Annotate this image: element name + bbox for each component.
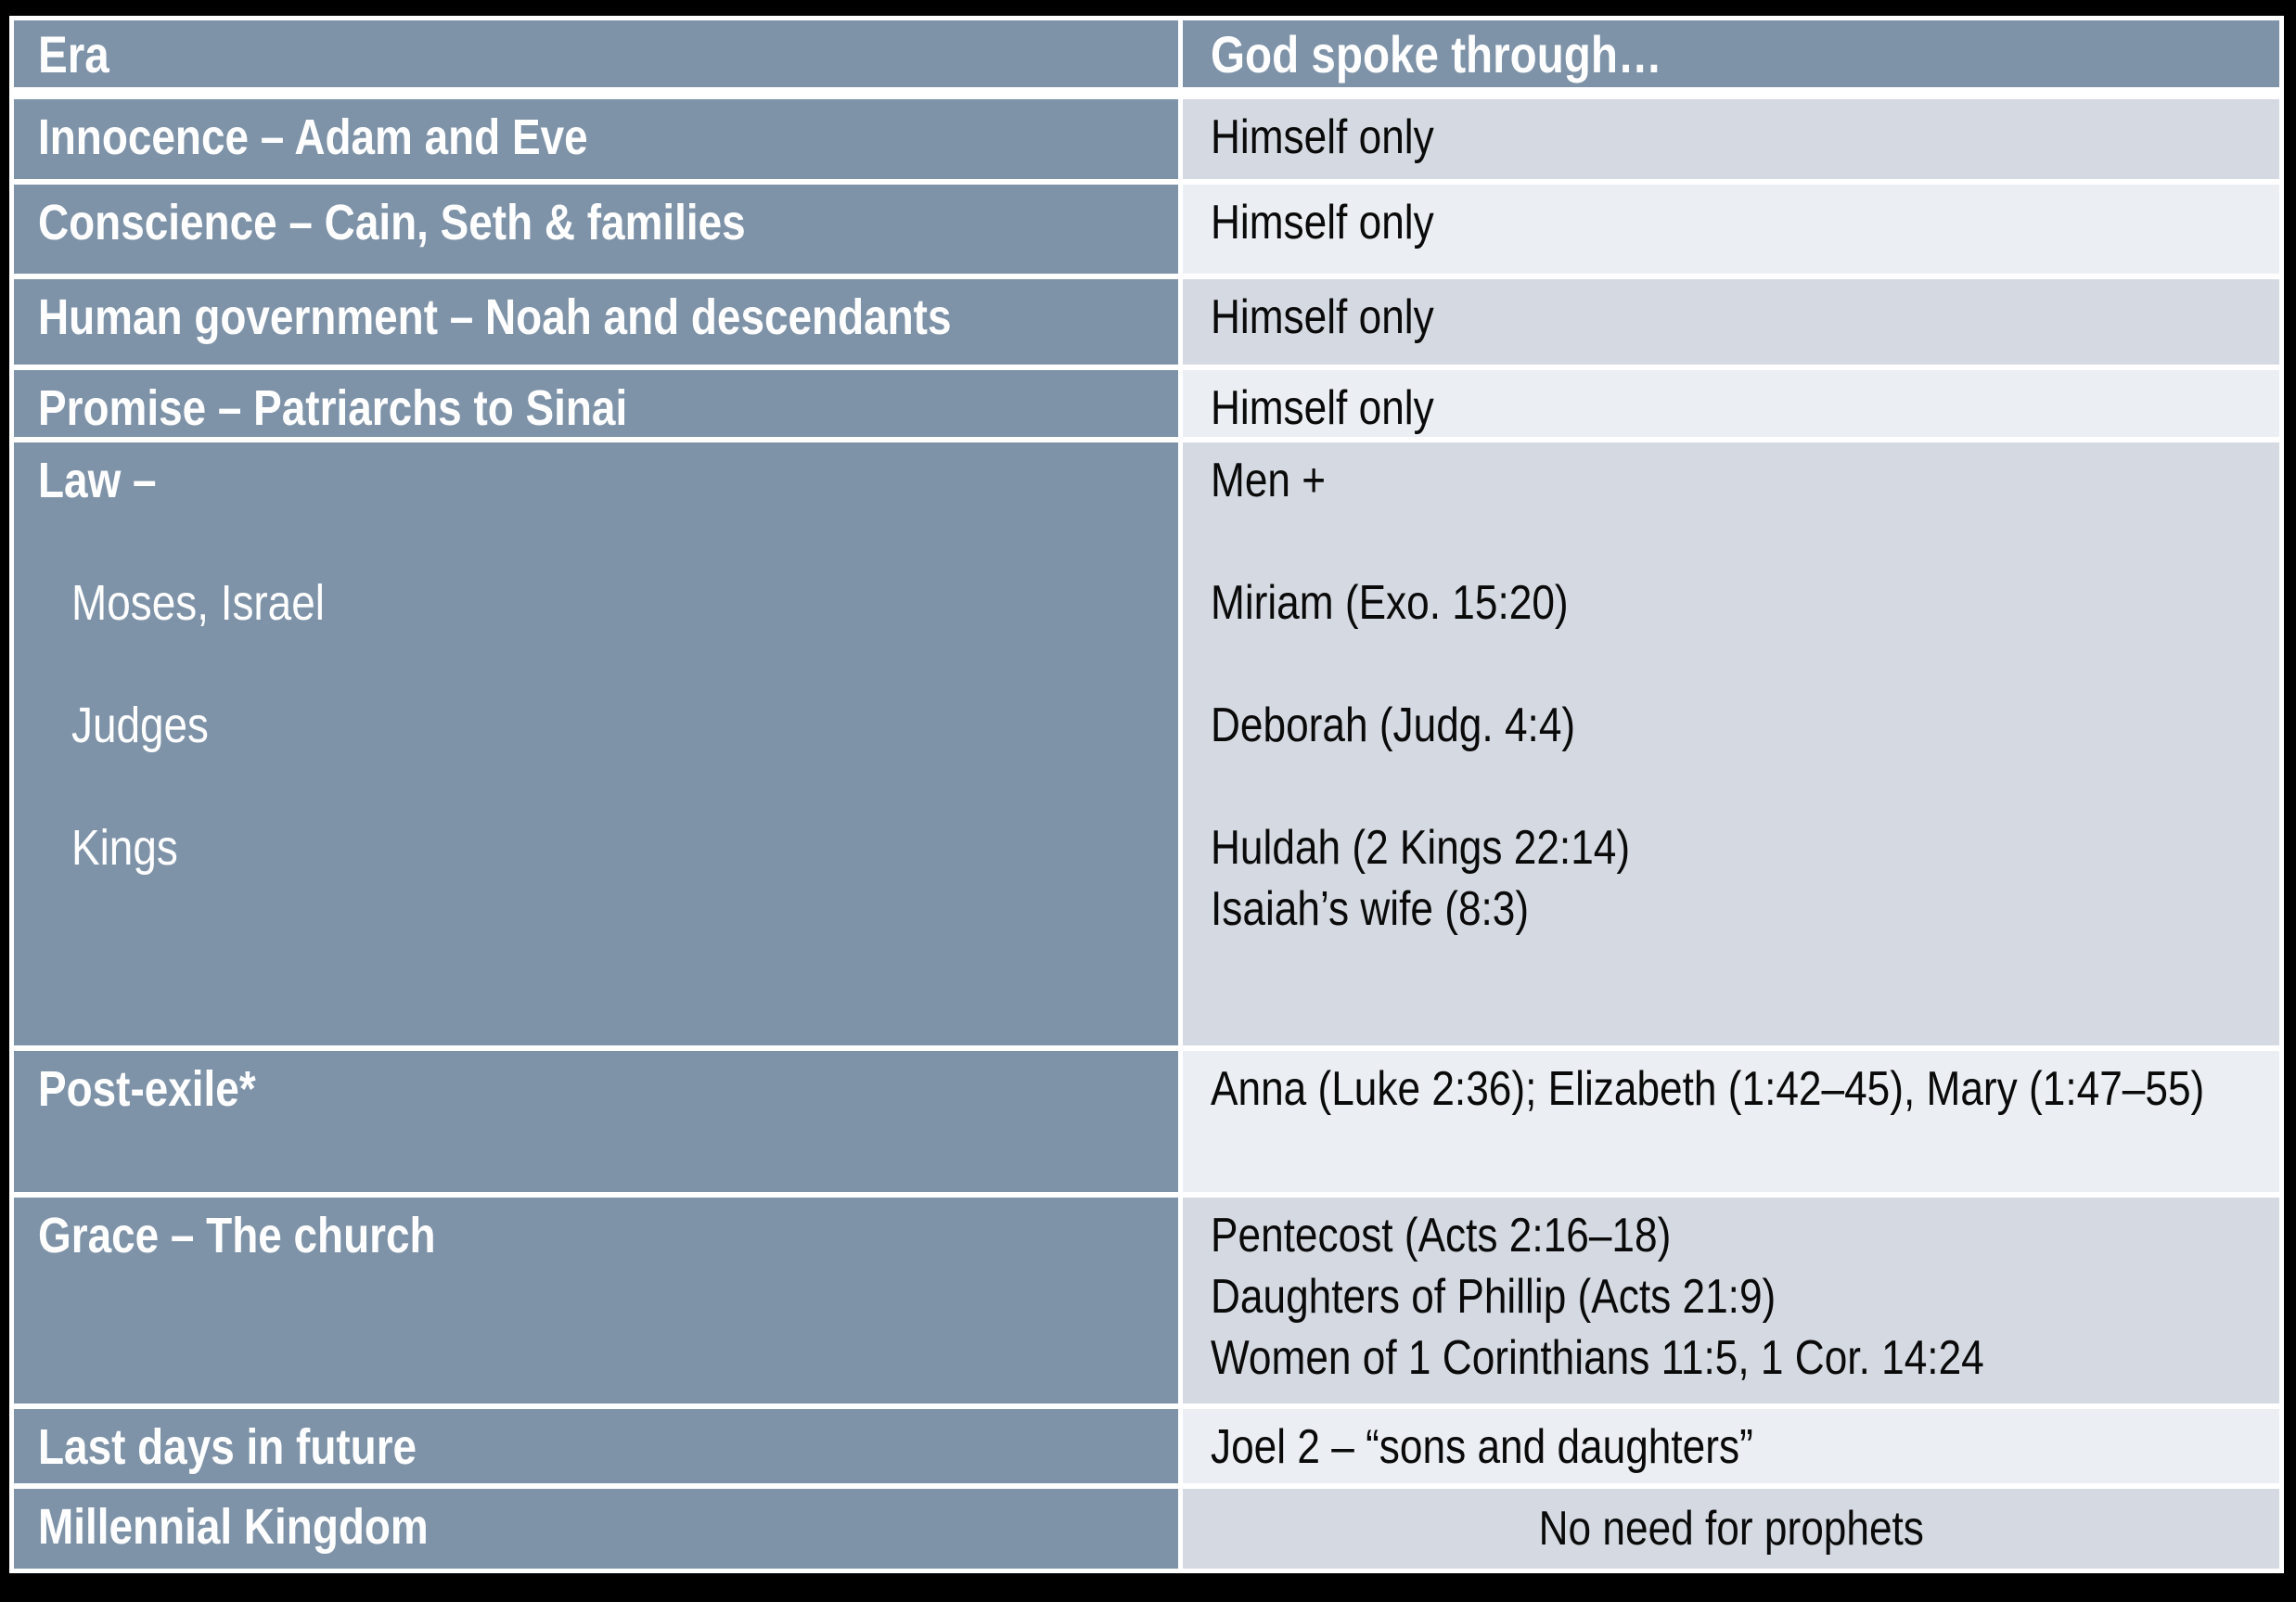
header-cell-era: Era (14, 20, 1178, 87)
era-text: Human government – Noah and descendants (38, 289, 952, 345)
spoke-text: Himself only (1211, 196, 1434, 250)
header-cell-spoke: God spoke through… (1183, 20, 2279, 87)
spoke-cell: Himself only (1183, 185, 2279, 274)
era-text: Innocence – Adam and Eve (38, 109, 588, 165)
spoke-text: Himself only (1211, 290, 1434, 344)
table-row-innocence: Innocence – Adam and Eve Himself only (14, 99, 2279, 179)
spoke-line: Pentecost (Acts 2:16–18) (1211, 1209, 1672, 1262)
spoke-text: Joel 2 – “sons and daughters” (1211, 1420, 1753, 1474)
blank-line (1211, 511, 2261, 572)
table-row-millennial-kingdom: Millennial Kingdom No need for prophets (14, 1489, 2279, 1569)
era-cell: Conscience – Cain, Seth & families (14, 185, 1178, 274)
era-text: Promise – Patriarchs to Sinai (38, 380, 628, 436)
era-text: Post-exile* (38, 1061, 256, 1117)
era-table: Era God spoke through… Innocence – Adam … (9, 16, 2284, 1573)
blank-line (38, 511, 1160, 572)
spoke-line: Deborah (Judg. 4:4) (1211, 698, 1576, 752)
blank-line (38, 756, 1160, 817)
header-spoke-label: God spoke through… (1211, 25, 1662, 83)
spoke-cell: Himself only (1183, 370, 2279, 437)
spoke-text: No need for prophets (1538, 1502, 1924, 1556)
table-header-row: Era God spoke through… (14, 20, 2279, 87)
table-row-post-exile: Post-exile* Anna (Luke 2:36); Elizabeth … (14, 1051, 2279, 1192)
table-row-conscience: Conscience – Cain, Seth & families Himse… (14, 185, 2279, 274)
era-cell: Grace – The church (14, 1198, 1178, 1403)
era-sub-item: Moses, Israel (71, 575, 325, 631)
era-sub-item: Kings (71, 820, 178, 876)
spoke-cell: Pentecost (Acts 2:16–18) Daughters of Ph… (1183, 1198, 2279, 1403)
era-text: Last days in future (38, 1419, 417, 1475)
spoke-line: Daughters of Phillip (Acts 21:9) (1211, 1270, 1777, 1324)
era-cell: Law – Moses, Israel Judges Kings (14, 442, 1178, 1045)
table-row-promise: Promise – Patriarchs to Sinai Himself on… (14, 370, 2279, 437)
era-text: Grace – The church (38, 1208, 436, 1263)
spoke-line: Women of 1 Corinthians 11:5, 1 Cor. 14:2… (1211, 1331, 1984, 1385)
spoke-text: Himself only (1211, 110, 1434, 164)
header-era-label: Era (38, 25, 109, 83)
spoke-text: Anna (Luke 2:36); Elizabeth (1:42–45), M… (1211, 1062, 2205, 1116)
spoke-line: Miriam (Exo. 15:20) (1211, 576, 1569, 630)
era-text: Millennial Kingdom (38, 1499, 429, 1555)
blank-line (1211, 634, 2261, 695)
table-row-grace: Grace – The church Pentecost (Acts 2:16–… (14, 1198, 2279, 1403)
spoke-cell: Himself only (1183, 99, 2279, 179)
era-cell: Innocence – Adam and Eve (14, 99, 1178, 179)
era-cell: Last days in future (14, 1409, 1178, 1483)
spoke-cell: Himself only (1183, 279, 2279, 365)
spoke-line: Huldah (2 Kings 22:14) (1211, 821, 1631, 875)
spoke-cell: Joel 2 – “sons and daughters” (1183, 1409, 2279, 1483)
era-cell: Millennial Kingdom (14, 1489, 1178, 1569)
era-cell: Promise – Patriarchs to Sinai (14, 370, 1178, 437)
era-sub-item: Judges (71, 698, 210, 753)
table-row-human-government: Human government – Noah and descendants … (14, 279, 2279, 365)
era-cell: Human government – Noah and descendants (14, 279, 1178, 365)
blank-line (1211, 756, 2261, 817)
spoke-cell: Anna (Luke 2:36); Elizabeth (1:42–45), M… (1183, 1051, 2279, 1192)
blank-line (38, 634, 1160, 695)
era-text: Conscience – Cain, Seth & families (38, 195, 746, 250)
spoke-cell: Men + Miriam (Exo. 15:20) Deborah (Judg.… (1183, 442, 2279, 1045)
spoke-text: Himself only (1211, 381, 1434, 435)
table-row-last-days: Last days in future Joel 2 – “sons and d… (14, 1409, 2279, 1483)
table-row-law: Law – Moses, Israel Judges Kings Men + M… (14, 442, 2279, 1045)
era-text: Law – (38, 453, 157, 508)
spoke-line: Men + (1211, 454, 1327, 507)
spoke-cell: No need for prophets (1183, 1489, 2279, 1569)
spoke-line: Isaiah’s wife (8:3) (1211, 882, 1530, 936)
era-cell: Post-exile* (14, 1051, 1178, 1192)
